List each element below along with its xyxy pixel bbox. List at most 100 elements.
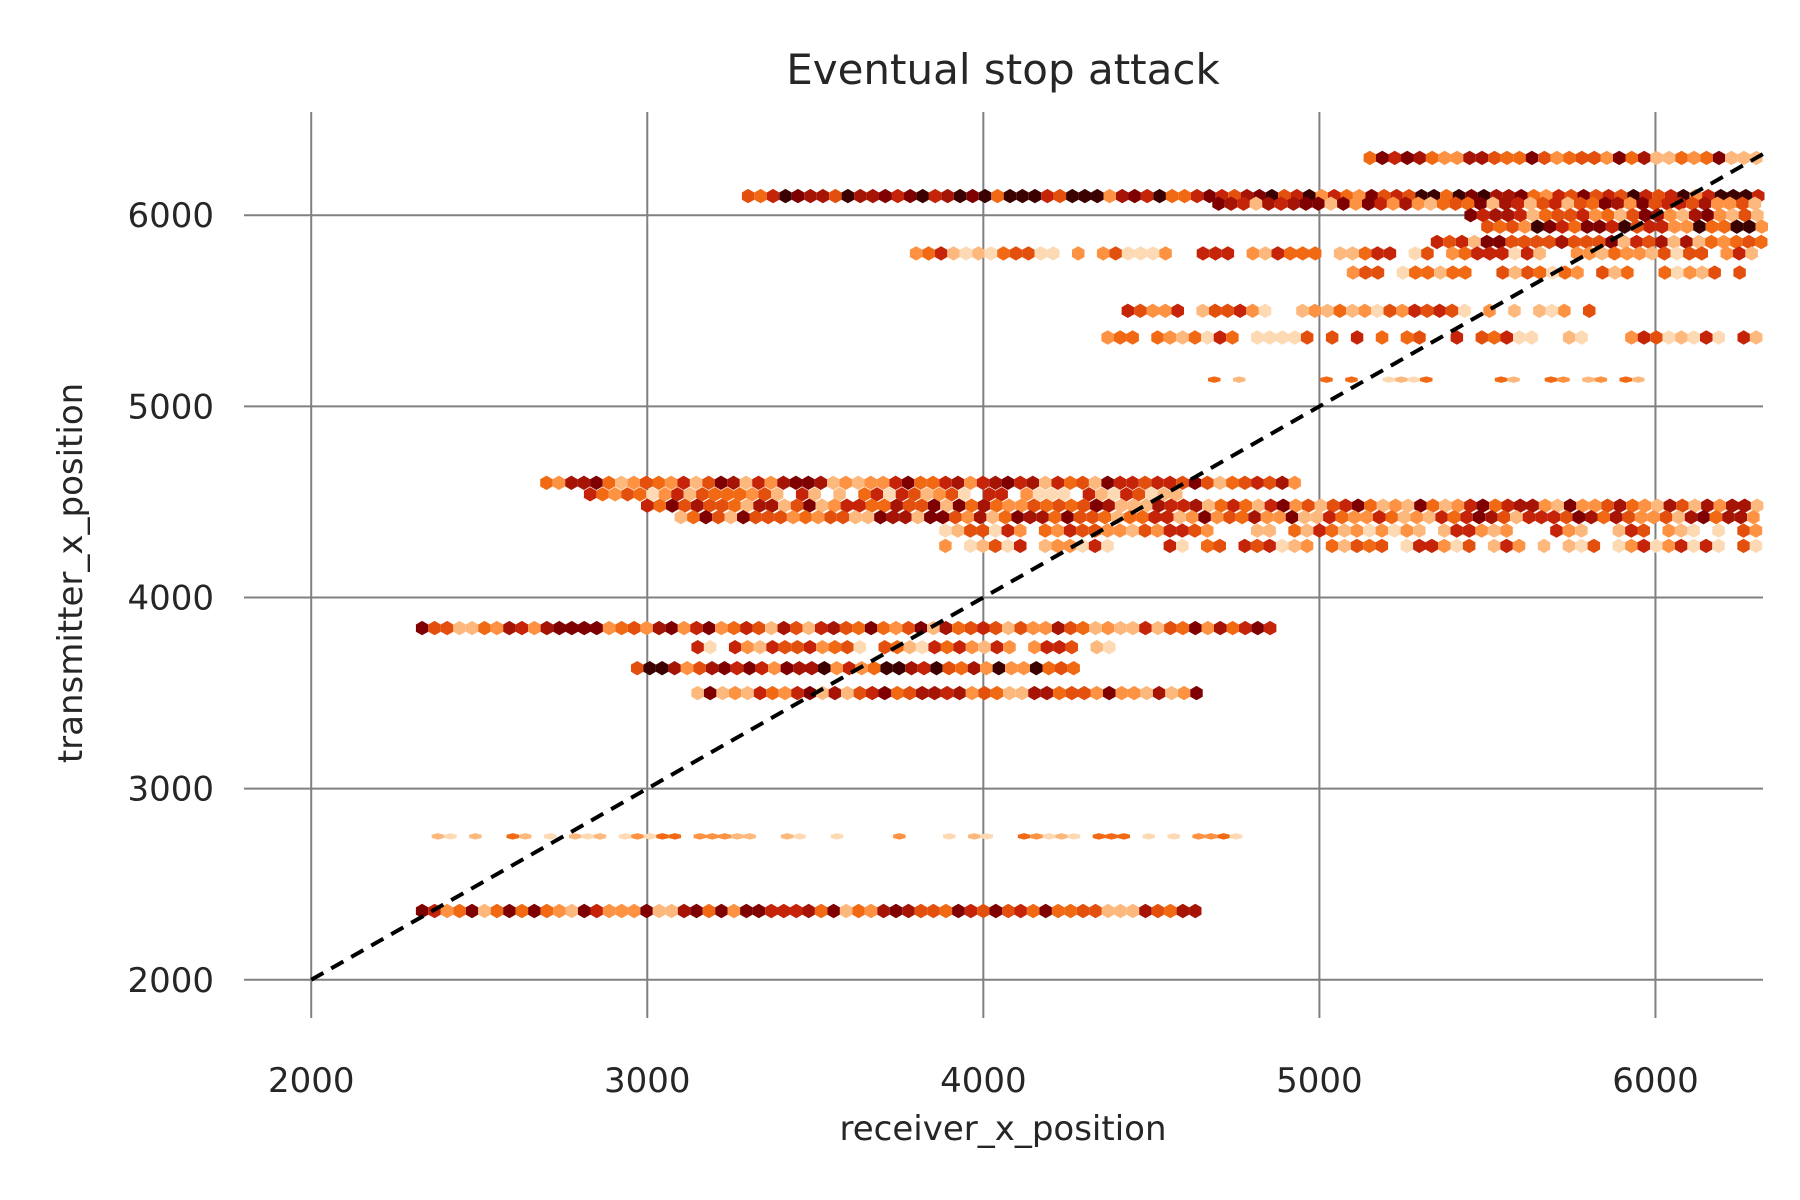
hexbin-cell <box>1605 219 1619 234</box>
hexbin-cell <box>1287 196 1300 211</box>
hexbin-cell <box>1371 246 1384 261</box>
hexbin-cell <box>1002 620 1015 636</box>
hexbin-cell <box>1421 246 1434 261</box>
x-tick-label: 6000 <box>1612 1061 1699 1101</box>
hexbin-cell <box>976 538 989 554</box>
hexbin-cell <box>1196 246 1210 261</box>
hexbin-cell <box>980 661 993 676</box>
hexbin-cell <box>1396 303 1409 318</box>
hexbin-cell <box>852 475 865 490</box>
hexbin-cell <box>1496 265 1509 280</box>
hexbin-cell <box>1051 523 1064 538</box>
hexbin-cell <box>1424 196 1437 211</box>
hexbin-cell <box>1151 523 1164 538</box>
hexbin-cell <box>903 685 916 701</box>
hexbin-cell <box>465 903 479 919</box>
hexbin-cell <box>1655 234 1668 250</box>
hexbin-cell <box>830 833 844 840</box>
hexbin-cell <box>1048 510 1062 525</box>
hexbin-cell <box>986 510 999 525</box>
hexbin-cell <box>608 487 622 502</box>
hexbin-cell <box>1214 498 1228 513</box>
hexbin-cell <box>453 903 466 919</box>
hexbin-cell <box>1030 833 1043 840</box>
hexbin-cell <box>1163 538 1177 554</box>
hexbin-cell <box>766 685 779 701</box>
hexbin-cell <box>1296 246 1309 261</box>
hexbin-cell <box>1358 303 1371 318</box>
hexbin-cell <box>1647 510 1660 525</box>
hexbin-cell <box>928 685 941 701</box>
hexbin-cell <box>1638 498 1652 513</box>
hexbin-cell <box>1101 523 1114 538</box>
hexbin-cell <box>1386 196 1400 211</box>
hexbin-cell <box>1601 208 1614 223</box>
hexbin-cell <box>1171 303 1184 318</box>
hexbin-cell <box>1494 376 1508 383</box>
hexbin-cell <box>1030 661 1043 676</box>
y-tick-label: 3000 <box>127 770 214 810</box>
hexbin-cell <box>1749 330 1763 345</box>
hexbin-cell <box>778 640 792 655</box>
hexbin-cell <box>1040 685 1054 701</box>
hexbin-cell <box>1258 303 1272 318</box>
hexbin-cell <box>1533 265 1547 280</box>
hexbin-cell <box>415 620 429 636</box>
hexbin-cell <box>899 510 912 525</box>
hexbin-cell <box>924 510 937 525</box>
hexbin-cell <box>1374 196 1387 211</box>
hexbin-cell <box>1148 510 1161 525</box>
hexbin-cell <box>1252 498 1265 513</box>
hexbin-cell <box>1017 661 1030 676</box>
hexbin-cell <box>1026 620 1040 636</box>
hexbin-cell <box>1151 903 1165 919</box>
hexbin-cell <box>976 523 989 538</box>
hexbin-cell <box>866 685 879 701</box>
hexbin-cell <box>1263 330 1276 345</box>
hexbin-cell <box>1460 510 1473 525</box>
hexbin-cell <box>1312 196 1325 211</box>
hexbin-cell <box>951 475 965 490</box>
hexbin-cell <box>1462 538 1476 554</box>
hexbin-cell <box>864 475 877 490</box>
hexbin-cell <box>1413 330 1426 345</box>
hexbin-cell <box>1246 246 1260 261</box>
hexbin-cell <box>1557 376 1570 383</box>
hexbin-cell <box>1078 188 1091 204</box>
hexbin-cell <box>977 498 991 513</box>
hexbin-cell <box>1002 903 1015 919</box>
hexbin-cell <box>1227 498 1240 513</box>
hexbin-cell <box>553 903 566 919</box>
hexbin-cell <box>901 475 915 490</box>
hexbin-cell <box>1096 246 1110 261</box>
hexbin-cell <box>917 661 931 676</box>
hexbin-cell <box>1410 510 1423 525</box>
hexbin-cell <box>940 498 953 513</box>
hexbin-cell <box>878 498 891 513</box>
hexbin-cell <box>528 903 541 919</box>
hexbin-cell <box>1663 498 1677 513</box>
hexbin-cell <box>1224 196 1238 211</box>
hexbin-cell <box>1226 620 1239 636</box>
hexbin-cell <box>1348 510 1361 525</box>
hexbin-cell <box>880 661 893 676</box>
hexbin-cell <box>830 661 843 676</box>
hexbin-cell <box>818 661 831 676</box>
hexbin-cell <box>553 620 566 636</box>
hexbin-cell <box>955 661 968 676</box>
hexbin-cell <box>802 475 815 490</box>
hexbin-cell <box>1551 498 1564 513</box>
hexbin-cell <box>1003 685 1016 701</box>
hexbin-cell <box>779 188 792 204</box>
hexbin-cell <box>1015 685 1029 701</box>
hexbin-cell <box>677 903 691 919</box>
hexbin-cell <box>1487 523 1501 538</box>
hexbin-cell <box>1001 538 1014 554</box>
hexbin-cell <box>1101 475 1114 490</box>
hexbin-cell <box>789 475 803 490</box>
hexbin-cell <box>581 833 594 840</box>
hexbin-cell <box>1563 498 1577 513</box>
hexbin-cell <box>1610 510 1623 525</box>
hexbin-cell <box>1450 538 1463 554</box>
hexbin-cell <box>853 640 866 655</box>
